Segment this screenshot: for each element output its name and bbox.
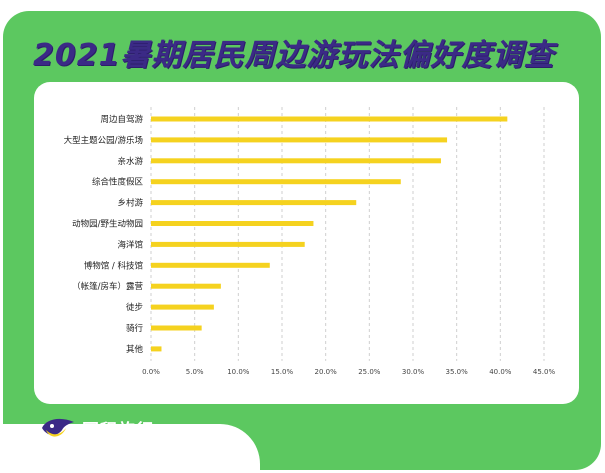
bar (151, 116, 508, 122)
category-label: 大型主题公园/游乐场 (64, 135, 143, 146)
x-tick-label: 15.0% (271, 368, 294, 376)
category-label: 博物馆 / 科技馆 (84, 260, 143, 271)
bar-chart: 0.0% 5.0% 10.0% 15.0% 20.0% 25.0% 30.0% 35.0% 40… (64, 107, 556, 376)
bar (151, 179, 401, 185)
bar (151, 325, 202, 331)
chart-title: 2021暑期居民周边游玩法偏好度调查 (33, 38, 555, 73)
bar (151, 200, 357, 206)
category-label: 其他 (126, 344, 144, 355)
x-tick-label: 40.0% (489, 368, 512, 376)
bar (151, 262, 270, 268)
category-label: （帐篷/房车）露营 (72, 281, 143, 292)
x-tick-label: 25.0% (358, 368, 381, 376)
category-label: 海洋馆 (117, 239, 143, 250)
category-label: 动物园/野生动物园 (72, 219, 143, 230)
brand-name: 同程旅行 (82, 420, 154, 441)
x-tick-label: 0.0% (142, 368, 160, 376)
chart-panel: 0.0% 5.0% 10.0% 15.0% 20.0% 25.0% 30.0% 35.0% 40… (34, 82, 579, 404)
bar (151, 158, 441, 164)
category-label: 亲水游 (117, 156, 143, 167)
x-tick-label: 35.0% (446, 368, 469, 376)
category-label: 周边自驾游 (100, 114, 143, 125)
tongcheng-bird-logo-icon (42, 418, 74, 437)
x-tick-label: 10.0% (227, 368, 250, 376)
bar (151, 241, 305, 247)
bar (151, 221, 314, 226)
brand-logo: 同程旅行 (40, 414, 154, 442)
category-label: 徒步 (126, 302, 143, 313)
x-tick-label: 45.0% (533, 368, 556, 376)
category-label: 综合性度假区 (92, 177, 144, 188)
bar (151, 283, 221, 289)
category-label: 乡村游 (117, 198, 143, 209)
x-tick-label: 20.0% (315, 368, 338, 376)
x-tick-label: 30.0% (402, 368, 425, 376)
bar (151, 346, 162, 352)
bar (151, 304, 214, 310)
category-label: 骑行 (126, 323, 144, 334)
background-notch (0, 424, 260, 473)
x-tick-label: 5.0% (186, 368, 204, 376)
bar (151, 137, 448, 143)
